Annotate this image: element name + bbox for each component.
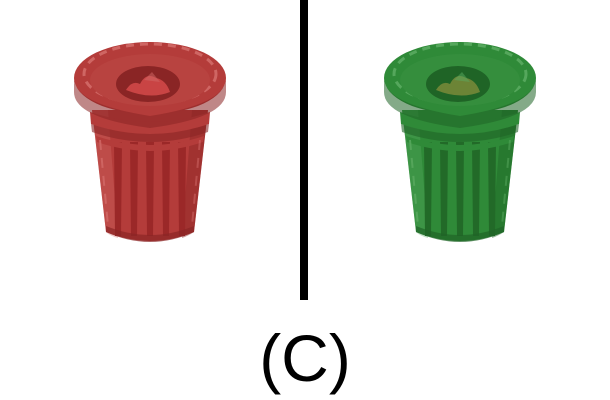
vertical-divider bbox=[300, 0, 308, 300]
caption-label: (C) bbox=[259, 321, 351, 395]
trash-can-red-icon bbox=[74, 42, 226, 242]
panel-right bbox=[310, 0, 610, 300]
panel-left bbox=[0, 0, 300, 300]
trash-can-green-icon bbox=[384, 42, 536, 242]
